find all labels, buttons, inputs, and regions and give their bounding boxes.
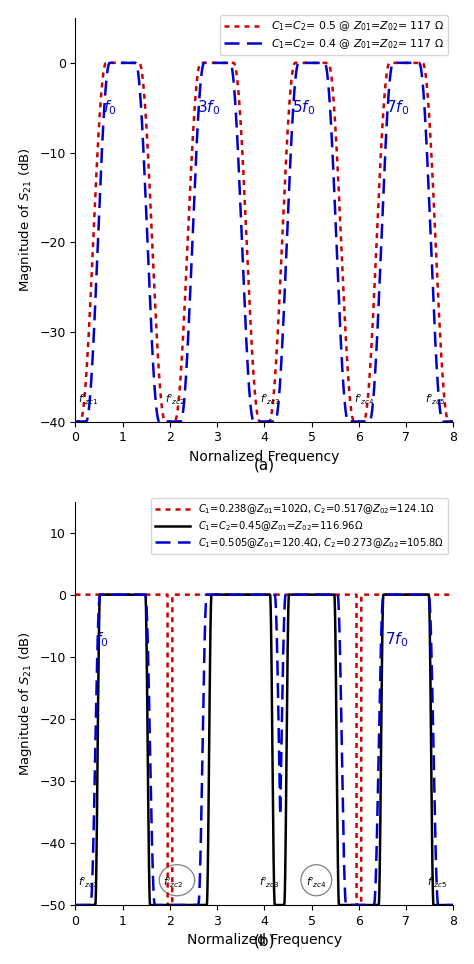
$C_1$=0.505@$Z_{01}$=120.4Ω, $C_2$=0.273@$Z_{02}$=105.8Ω <box>74 899 80 911</box>
$C_1$=0.238@$Z_{01}$=102Ω, $C_2$=0.517@$Z_{02}$=124.1Ω <box>74 589 80 601</box>
$C_1$=0.505@$Z_{01}$=120.4Ω, $C_2$=0.273@$Z_{02}$=105.8Ω <box>450 899 456 911</box>
$C_1$=$C_2$=0.45@$Z_{01}$=$Z_{02}$=116.96Ω <box>95 704 101 715</box>
Text: $f_0$: $f_0$ <box>95 630 109 649</box>
$C_1$=$C_2$= 0.4 @ $Z_{01}$=$Z_{02}$= 117 Ω <box>147 285 153 297</box>
$C_1$=$C_2$= 0.5 @ $Z_{01}$=$Z_{02}$= 117 Ω <box>73 415 78 427</box>
Y-axis label: Magnitude of $S_{21}$ (dB): Magnitude of $S_{21}$ (dB) <box>17 630 34 776</box>
$C_1$=$C_2$=0.45@$Z_{01}$=$Z_{02}$=116.96Ω <box>147 890 153 901</box>
Text: $7f_0$: $7f_0$ <box>385 630 408 649</box>
$C_1$=$C_2$= 0.4 @ $Z_{01}$=$Z_{02}$= 117 Ω <box>430 294 436 306</box>
Line: $C_1$=$C_2$= 0.5 @ $Z_{01}$=$Z_{02}$= 117 Ω: $C_1$=$C_2$= 0.5 @ $Z_{01}$=$Z_{02}$= 11… <box>75 63 453 421</box>
$C_1$=0.238@$Z_{01}$=102Ω, $C_2$=0.517@$Z_{02}$=124.1Ω <box>100 589 106 601</box>
X-axis label: Nornalized Frequency: Nornalized Frequency <box>189 450 339 464</box>
Text: $f'_{zc2}$: $f'_{zc2}$ <box>163 876 183 890</box>
$C_1$=$C_2$= 0.5 @ $Z_{01}$=$Z_{02}$= 117 Ω <box>88 281 94 292</box>
Text: $f'_{zc5}$: $f'_{zc5}$ <box>428 876 448 890</box>
Line: $C_1$=$C_2$= 0.4 @ $Z_{01}$=$Z_{02}$= 117 Ω: $C_1$=$C_2$= 0.4 @ $Z_{01}$=$Z_{02}$= 11… <box>75 63 453 421</box>
$C_1$=$C_2$= 0.4 @ $Z_{01}$=$Z_{02}$= 117 Ω <box>257 415 263 427</box>
$C_1$=$C_2$= 0.4 @ $Z_{01}$=$Z_{02}$= 117 Ω <box>88 377 94 388</box>
$C_1$=0.505@$Z_{01}$=120.4Ω, $C_2$=0.273@$Z_{02}$=105.8Ω <box>95 621 101 632</box>
$C_1$=$C_2$= 0.5 @ $Z_{01}$=$Z_{02}$= 117 Ω <box>74 415 80 427</box>
Text: (b): (b) <box>254 933 275 949</box>
$C_1$=$C_2$= 0.5 @ $Z_{01}$=$Z_{02}$= 117 Ω <box>95 137 101 148</box>
$C_1$=0.238@$Z_{01}$=102Ω, $C_2$=0.517@$Z_{02}$=124.1Ω <box>430 589 436 601</box>
$C_1$=0.238@$Z_{01}$=102Ω, $C_2$=0.517@$Z_{02}$=124.1Ω <box>88 589 94 601</box>
$C_1$=$C_2$=0.45@$Z_{01}$=$Z_{02}$=116.96Ω <box>97 589 103 601</box>
$C_1$=0.505@$Z_{01}$=120.4Ω, $C_2$=0.273@$Z_{02}$=105.8Ω <box>257 589 263 601</box>
$C_1$=$C_2$= 0.5 @ $Z_{01}$=$Z_{02}$= 117 Ω <box>450 415 456 427</box>
$C_1$=0.505@$Z_{01}$=120.4Ω, $C_2$=0.273@$Z_{02}$=105.8Ω <box>430 736 436 748</box>
$C_1$=$C_2$=0.45@$Z_{01}$=$Z_{02}$=116.96Ω <box>73 899 78 911</box>
$C_1$=$C_2$= 0.5 @ $Z_{01}$=$Z_{02}$= 117 Ω <box>147 180 153 192</box>
$C_1$=$C_2$=0.45@$Z_{01}$=$Z_{02}$=116.96Ω <box>88 899 94 911</box>
Text: $f'_{zc4}$: $f'_{zc4}$ <box>354 393 375 408</box>
Line: $C_1$=0.505@$Z_{01}$=120.4Ω, $C_2$=0.273@$Z_{02}$=105.8Ω: $C_1$=0.505@$Z_{01}$=120.4Ω, $C_2$=0.273… <box>75 595 453 905</box>
Text: $f'_{zc3}$: $f'_{zc3}$ <box>259 876 279 890</box>
Text: $f_0$: $f_0$ <box>103 98 116 117</box>
Legend: $C_1$=$C_2$= 0.5 @ $Z_{01}$=$Z_{02}$= 117 Ω, $C_1$=$C_2$= 0.4 @ $Z_{01}$=$Z_{02}: $C_1$=$C_2$= 0.5 @ $Z_{01}$=$Z_{02}$= 11… <box>220 15 448 55</box>
Text: $7f_0$: $7f_0$ <box>386 98 410 117</box>
Legend: $C_1$=0.238@$Z_{01}$=102Ω, $C_2$=0.517@$Z_{02}$=124.1Ω, $C_1$=$C_2$=0.45@$Z_{01}: $C_1$=0.238@$Z_{01}$=102Ω, $C_2$=0.517@$… <box>151 498 448 554</box>
$C_1$=$C_2$= 0.5 @ $Z_{01}$=$Z_{02}$= 117 Ω <box>103 57 109 68</box>
$C_1$=0.505@$Z_{01}$=120.4Ω, $C_2$=0.273@$Z_{02}$=105.8Ω <box>147 717 153 729</box>
$C_1$=0.505@$Z_{01}$=120.4Ω, $C_2$=0.273@$Z_{02}$=105.8Ω <box>97 589 103 601</box>
$C_1$=$C_2$= 0.5 @ $Z_{01}$=$Z_{02}$= 117 Ω <box>257 415 263 427</box>
$C_1$=$C_2$=0.45@$Z_{01}$=$Z_{02}$=116.96Ω <box>430 898 436 910</box>
$C_1$=$C_2$=0.45@$Z_{01}$=$Z_{02}$=116.96Ω <box>257 589 263 601</box>
Text: $f'_{zc1}$: $f'_{zc1}$ <box>78 876 99 890</box>
Text: $f'_{zc2}$: $f'_{zc2}$ <box>165 393 186 408</box>
Text: $5f_0$: $5f_0$ <box>292 98 315 117</box>
$C_1$=0.238@$Z_{01}$=102Ω, $C_2$=0.517@$Z_{02}$=124.1Ω <box>147 589 153 601</box>
$C_1$=$C_2$= 0.4 @ $Z_{01}$=$Z_{02}$= 117 Ω <box>95 232 101 244</box>
$C_1$=$C_2$= 0.4 @ $Z_{01}$=$Z_{02}$= 117 Ω <box>73 415 78 427</box>
$C_1$=0.238@$Z_{01}$=102Ω, $C_2$=0.517@$Z_{02}$=124.1Ω <box>165 899 171 911</box>
$C_1$=$C_2$= 0.4 @ $Z_{01}$=$Z_{02}$= 117 Ω <box>74 415 80 427</box>
$C_1$=0.238@$Z_{01}$=102Ω, $C_2$=0.517@$Z_{02}$=124.1Ω <box>257 589 263 601</box>
$C_1$=$C_2$=0.45@$Z_{01}$=$Z_{02}$=116.96Ω <box>450 899 456 911</box>
Text: $f'_{zc5}$: $f'_{zc5}$ <box>425 393 446 408</box>
$C_1$=0.238@$Z_{01}$=102Ω, $C_2$=0.517@$Z_{02}$=124.1Ω <box>95 589 101 601</box>
$C_1$=$C_2$=0.45@$Z_{01}$=$Z_{02}$=116.96Ω <box>74 899 80 911</box>
Text: (a): (a) <box>254 458 275 473</box>
$C_1$=$C_2$= 0.4 @ $Z_{01}$=$Z_{02}$= 117 Ω <box>450 415 456 427</box>
Text: $3f_0$: $3f_0$ <box>197 98 220 117</box>
Text: $f'_{zc1}$: $f'_{zc1}$ <box>78 393 99 408</box>
X-axis label: Normalized Frequency: Normalized Frequency <box>187 933 342 948</box>
$C_1$=0.505@$Z_{01}$=120.4Ω, $C_2$=0.273@$Z_{02}$=105.8Ω <box>88 897 94 908</box>
$C_1$=$C_2$= 0.5 @ $Z_{01}$=$Z_{02}$= 117 Ω <box>430 188 436 200</box>
$C_1$=0.238@$Z_{01}$=102Ω, $C_2$=0.517@$Z_{02}$=124.1Ω <box>450 589 456 601</box>
$C_1$=0.505@$Z_{01}$=120.4Ω, $C_2$=0.273@$Z_{02}$=105.8Ω <box>73 899 78 911</box>
Line: $C_1$=0.238@$Z_{01}$=102Ω, $C_2$=0.517@$Z_{02}$=124.1Ω: $C_1$=0.238@$Z_{01}$=102Ω, $C_2$=0.517@$… <box>75 595 453 905</box>
Y-axis label: Magnitude of $S_{21}$ (dB): Magnitude of $S_{21}$ (dB) <box>17 147 34 292</box>
$C_1$=0.238@$Z_{01}$=102Ω, $C_2$=0.517@$Z_{02}$=124.1Ω <box>73 589 78 601</box>
Line: $C_1$=$C_2$=0.45@$Z_{01}$=$Z_{02}$=116.96Ω: $C_1$=$C_2$=0.45@$Z_{01}$=$Z_{02}$=116.9… <box>75 595 453 905</box>
Text: $f'_{zc4}$: $f'_{zc4}$ <box>306 876 327 890</box>
Text: $f'_{zc3}$: $f'_{zc3}$ <box>260 393 280 408</box>
$C_1$=$C_2$= 0.4 @ $Z_{01}$=$Z_{02}$= 117 Ω <box>107 57 112 68</box>
